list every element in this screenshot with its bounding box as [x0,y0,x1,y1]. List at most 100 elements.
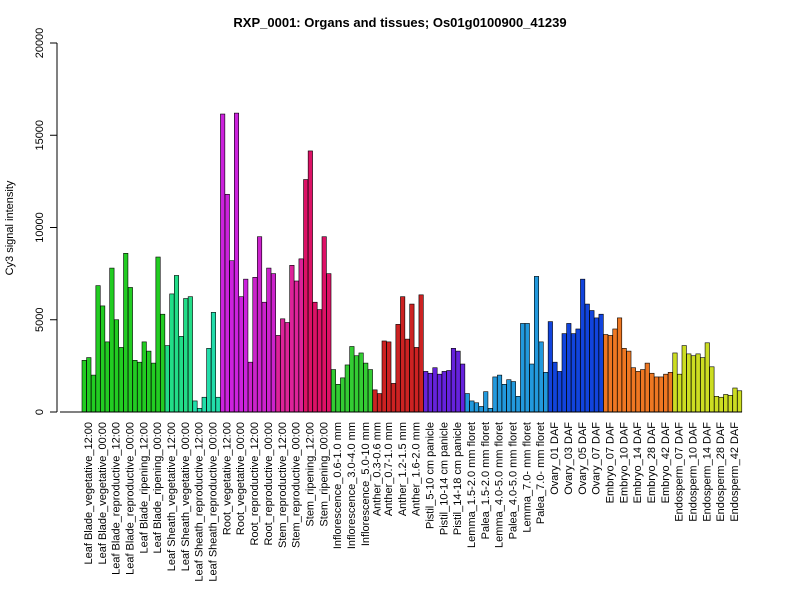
bar [377,393,383,413]
category-label: Embryo_14 DAF [632,422,644,504]
bar [566,323,572,413]
bar [441,371,447,413]
bar [607,335,613,413]
bar [187,296,193,413]
bar [243,278,249,413]
category-label: Palea_7.0- mm floret [535,422,547,524]
bar [247,361,253,413]
bar [100,305,106,413]
bar [589,310,595,413]
bar [437,373,443,413]
bar [400,296,406,413]
bar [681,345,687,413]
bar [534,276,540,413]
bar [123,253,129,413]
bar [455,350,461,413]
category-label: Leaf Sheath_vegetative_00:00 [180,422,192,571]
bar [326,273,332,413]
bar [321,236,327,413]
bar [594,317,600,413]
bar [257,236,263,413]
bar [298,258,304,413]
bar [312,301,318,413]
category-label: Leaf Sheath_reproductive_12:00 [194,422,206,582]
bars [81,112,743,413]
bar [289,265,295,413]
bar [386,341,392,413]
bar [672,352,678,413]
bar [497,374,503,413]
bar [598,313,604,413]
bar [630,367,636,413]
bar [667,372,673,413]
bar [95,285,101,413]
bar [557,371,563,413]
bar [404,338,410,413]
bar [330,369,336,413]
category-label: Root_vegetative_12:00 [221,422,233,535]
category-label: Inflorescence_5.0-10 mm [360,422,372,546]
bar [201,396,207,413]
category-label: Embryo_10 DAF [618,422,630,504]
bar [737,390,743,413]
bar [483,391,489,413]
bar [146,350,152,413]
y-tick-label: 0 [34,409,46,415]
category-label: Stem_ripening_12:00 [304,422,316,527]
bar [141,341,147,413]
bar [432,367,438,413]
bar [210,312,216,413]
y-tick-label: 10000 [34,212,46,243]
y-tick-label: 20000 [34,28,46,59]
category-label: Anther_1.2-1.5 mm [397,422,409,516]
bar [612,328,618,413]
bar [215,396,221,413]
category-label: Ovary_07 DAF [591,422,603,495]
bar [714,396,720,413]
bar [635,371,641,413]
bar [90,374,96,413]
bar [510,381,516,413]
bar [524,323,530,413]
bar [344,364,350,413]
bar [644,362,650,413]
bar [164,345,170,413]
bar [580,278,586,413]
bar [381,340,387,413]
bar [418,294,424,413]
bar [81,360,87,413]
bar [340,377,346,413]
category-label: Endosperm_28 DAF [715,422,727,522]
bar [547,321,553,413]
bar [727,395,733,413]
bar [552,361,558,413]
bar [192,400,198,413]
bar [372,389,378,413]
bar [238,296,244,413]
bar [718,396,724,413]
bar [224,193,230,413]
bar [492,376,498,413]
category-label: Leaf Blade_vegetative_12:00 [83,422,95,565]
bar [603,334,609,413]
bar [617,317,623,413]
bar [206,348,212,413]
category-label: Ovary_01 DAF [549,422,561,495]
category-label: Leaf Blade_ripening_00:00 [152,422,164,554]
bar [363,362,369,413]
bar [220,113,226,413]
bar [690,355,696,413]
bar [280,318,286,413]
category-label: Pistil_10-14 cm panicle [438,422,450,535]
category-label: Anther_0.7-1.0 mm [383,422,395,516]
bar [118,347,124,413]
bar [169,293,175,413]
category-labels: Leaf Blade_vegetative_12:00 Leaf Blade_ve… [83,422,741,582]
category-label: Ovary_03 DAF [563,422,575,495]
category-label: Stem_ripening_00:00 [318,422,330,527]
category-label: Embryo_07 DAF [604,422,616,504]
category-label: Ovary_05 DAF [577,422,589,495]
category-label: Lemma_1.5-2.0 mm floret [466,422,478,548]
bar [303,179,309,413]
bar [178,336,184,413]
